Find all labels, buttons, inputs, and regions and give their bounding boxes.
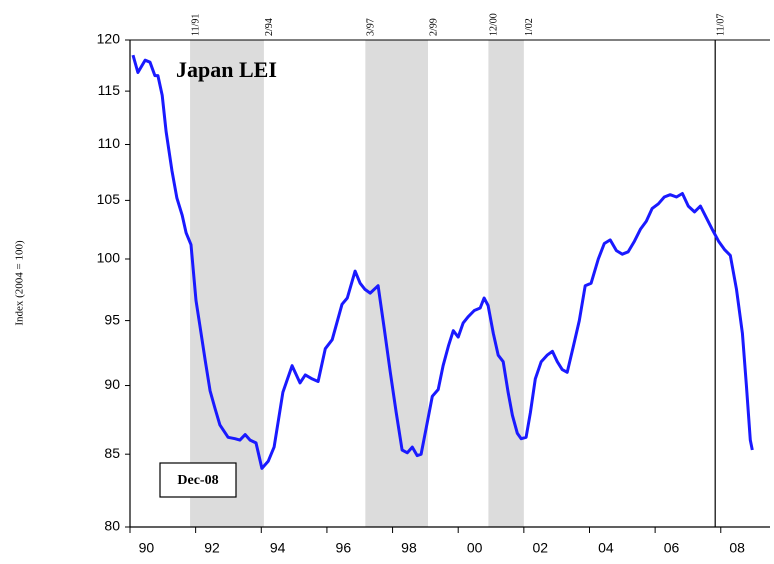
period-label: 2/99: [428, 18, 439, 36]
y-tick-label: 95: [104, 311, 120, 327]
x-tick-label: 04: [598, 540, 614, 556]
x-tick-label: 96: [336, 540, 352, 556]
y-tick-label: 120: [97, 31, 121, 47]
x-tick-label: 98: [401, 540, 417, 556]
x-tick-label: 00: [467, 540, 483, 556]
y-tick-label: 80: [104, 518, 120, 534]
y-tick-label: 110: [98, 135, 121, 151]
x-tick-label: 08: [729, 540, 745, 556]
x-tick-label: 90: [139, 540, 155, 556]
x-tick-label: 06: [664, 540, 680, 556]
period-label: 11/07: [715, 14, 726, 36]
x-tick-label: 02: [532, 540, 548, 556]
period-label: 11/91: [190, 14, 201, 36]
data-line: [131, 54, 754, 470]
y-tick-label: 90: [104, 376, 120, 392]
recession-band: [365, 40, 429, 527]
period-label: 12/00: [489, 13, 500, 36]
x-tick-label: 92: [204, 540, 220, 556]
period-label: 3/97: [366, 18, 377, 36]
date-box: [159, 462, 237, 498]
date-label: Dec-08: [177, 473, 218, 488]
y-tick-label: 85: [104, 445, 120, 461]
y-axis-label: Index (2004 = 100): [14, 240, 26, 326]
period-label: 2/94: [264, 18, 275, 36]
y-tick-label: 100: [97, 250, 121, 266]
chart-title: Japan LEI: [176, 57, 277, 82]
recession-band: [190, 40, 264, 527]
y-tick-label: 105: [97, 191, 121, 207]
recession-band: [488, 40, 524, 527]
period-label: 1/02: [524, 18, 535, 36]
y-tick-label: 115: [98, 82, 121, 98]
x-tick-label: 94: [270, 540, 286, 556]
